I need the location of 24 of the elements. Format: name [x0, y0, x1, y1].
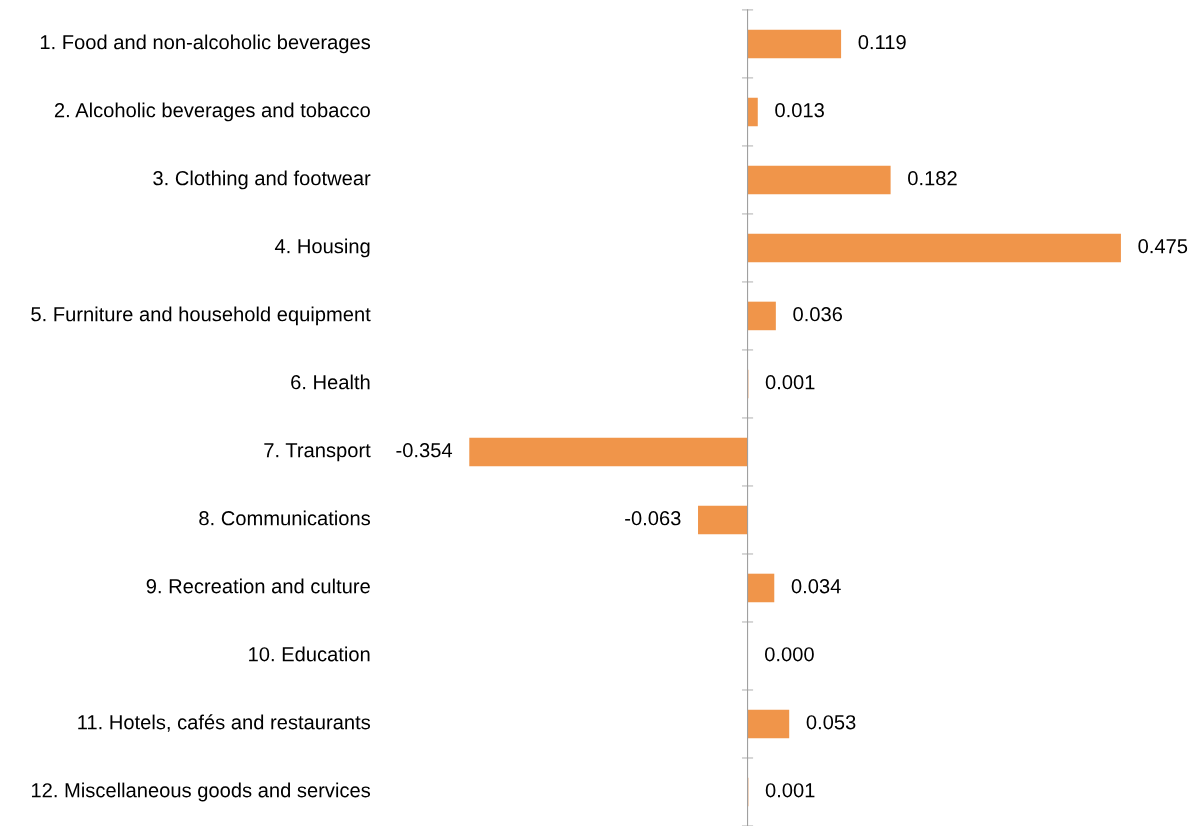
y-tick-label: 3. Clothing and footwear	[153, 170, 371, 190]
y-tick-label: 12. Miscellaneous goods and services	[31, 782, 371, 802]
data-label: -0.354	[396, 443, 453, 458]
y-tick-label: 8. Communications	[199, 510, 371, 526]
y-tick-label: 10. Education	[249, 646, 370, 662]
y-tick-label: 1. Food and non-alcoholic beverages	[40, 34, 371, 54]
data-label: 0.001	[765, 783, 815, 798]
data-label: 0.475	[1138, 239, 1188, 254]
data-label: 0.034	[791, 579, 841, 594]
data-label: 0.001	[765, 375, 815, 390]
y-tick-label: 11. Hotels, cafés and restaurants	[78, 714, 371, 732]
data-label: 0.036	[793, 307, 843, 322]
y-tick-label: 4. Housing	[274, 238, 370, 258]
y-tick-label: 9. Recreation and culture	[146, 578, 370, 594]
data-label: 0.000	[765, 647, 814, 662]
y-tick-label: 2. Alcoholic beverages and tobacco	[54, 102, 370, 122]
data-label: 0.053	[806, 715, 856, 730]
y-tick-label: 6. Health	[291, 374, 370, 390]
data-label: 0.013	[775, 103, 824, 118]
y-tick-label: 7. Transport	[264, 443, 371, 462]
y-tick-label: 5. Furniture and household equipment	[31, 306, 371, 326]
data-label: 0.182	[908, 171, 957, 186]
data-label: 0.119	[858, 35, 906, 50]
data-label: -0.063	[625, 511, 681, 526]
